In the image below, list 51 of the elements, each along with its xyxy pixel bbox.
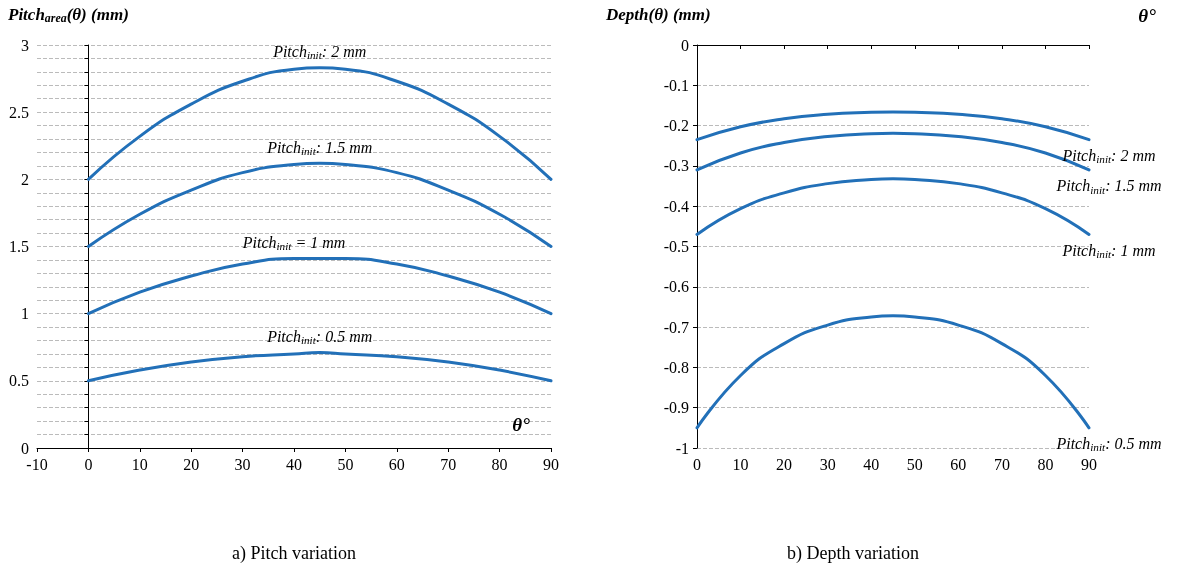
x-tick-label: 30: [819, 455, 836, 473]
y-tick-label: -0.1: [663, 76, 689, 94]
x-tick-label: 40: [286, 455, 302, 473]
line-series: [86, 161, 553, 248]
text: a) Pitch variation: [232, 543, 356, 564]
x-tick-label: 90: [543, 455, 559, 473]
x-tick-label: 30: [234, 455, 251, 473]
y-tick-label: -0.5: [663, 238, 689, 255]
x-tick-label: 80: [1037, 455, 1054, 473]
y-tick-label: -0.2: [663, 117, 689, 135]
x-axis-title: θ°: [1138, 4, 1157, 26]
x-tick-label: 70: [993, 455, 1010, 473]
y-tick-label: 1: [21, 305, 29, 323]
x-tick-label: 90: [1081, 455, 1097, 473]
x-tick-label: 60: [388, 455, 405, 473]
x-tick-label: 10: [131, 455, 148, 473]
x-tick-label: -10: [26, 455, 48, 473]
y-tick-label: -0.9: [663, 399, 689, 417]
line-series: [86, 66, 553, 181]
y-tick-label: -0.8: [663, 358, 689, 376]
y-tick-label: 1.5: [9, 238, 29, 255]
y-tick-label: -0.3: [663, 157, 689, 175]
y-tick-label: 0: [681, 36, 689, 54]
text: b) Depth variation: [787, 543, 919, 564]
x-tick-label: 50: [906, 455, 923, 473]
x-tick-label: 40: [863, 455, 880, 473]
line-series: [695, 177, 1091, 236]
x-tick-label: 0: [84, 455, 93, 473]
x-tick-label: 60: [950, 455, 967, 473]
x-tick-label: 20: [776, 455, 793, 473]
y-tick-label: -0.7: [663, 318, 689, 336]
x-tick-label: 0: [693, 455, 701, 473]
x-tick-label: 80: [491, 455, 508, 473]
x-axis-title: θ°: [512, 413, 531, 435]
y-tick-label: -0.4: [663, 197, 689, 215]
y-tick-label: 2.5: [9, 103, 29, 121]
x-tick-label: 10: [732, 455, 749, 473]
line-series: [86, 351, 553, 383]
y-tick-label: -1: [675, 439, 689, 457]
line-series: [695, 110, 1091, 142]
x-tick-label: 20: [183, 455, 200, 473]
x-tick-label: 50: [337, 455, 354, 473]
y-axis-title: Depth(θ) (mm): [605, 5, 711, 24]
x-tick-label: 70: [440, 455, 457, 473]
line-series: [86, 257, 553, 316]
y-tick-label: 2: [21, 170, 29, 188]
y-tick-label: 0.5: [9, 372, 29, 390]
y-tick-label: 0: [21, 439, 29, 457]
line-series: [695, 314, 1091, 430]
y-tick-label: -0.6: [663, 278, 689, 296]
y-tick-label: 3: [21, 36, 29, 54]
